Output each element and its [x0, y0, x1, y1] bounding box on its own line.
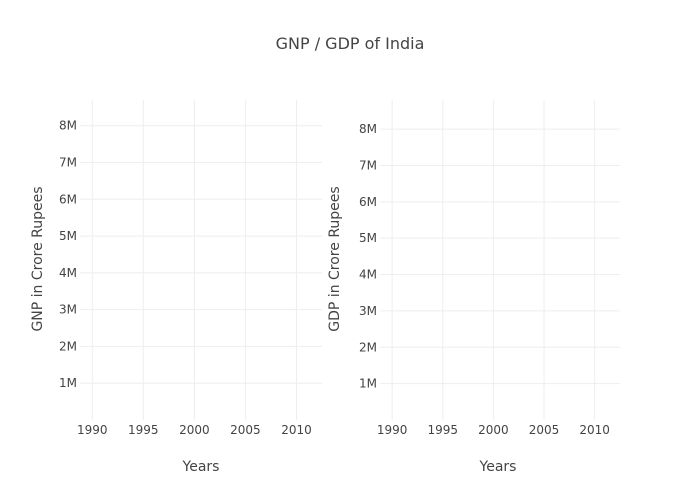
gnp-x-tick-label: 2010 [281, 423, 312, 437]
gnp-x-tick-label: 2005 [230, 423, 261, 437]
gnp-y-tick-label: 6M [59, 192, 77, 206]
chart-title: GNP / GDP of India [276, 34, 425, 53]
gdp-x-axis-title: Years [479, 459, 517, 475]
gdp-y-tick-label: 1M [359, 377, 377, 391]
gnp-x-axis-title: Years [182, 459, 220, 475]
gnp-x-tick-label: 2000 [179, 423, 210, 437]
gdp-x-tick-label: 1995 [428, 423, 459, 437]
gdp-y-tick-label: 4M [359, 268, 377, 282]
gdp-y-tick-label: 8M [359, 122, 377, 136]
gdp-gridlines [380, 100, 620, 420]
gnp-y-tick-label: 4M [59, 266, 77, 280]
gdp-y-tick-label: 7M [359, 158, 377, 172]
gdp-x-tick-label: 1990 [377, 423, 408, 437]
gdp-y-tick-label: 5M [359, 231, 377, 245]
gnp-y-axis-title: GNP in Crore Rupees [30, 186, 46, 331]
gdp-x-tick-label: 2010 [579, 423, 610, 437]
gdp-x-tick-label: 2005 [529, 423, 560, 437]
gnp-y-tick-label: 1M [59, 376, 77, 390]
gdp-subplot: 1990 1995 2000 2005 2010 1M 2M 3M 4M 5M 6M 7M 8M Year… [327, 100, 620, 475]
gdp-y-tick-label: 2M [359, 340, 377, 354]
gnp-y-tick-label: 8M [59, 119, 77, 133]
gnp-subplot: 1990 1995 2000 2005 2010 1M 2M 3M 4M 5M 6M 7M 8M Year… [30, 100, 322, 475]
gdp-y-tick-label: 6M [359, 195, 377, 209]
gnp-y-tick-label: 3M [59, 303, 77, 317]
gnp-x-tick-label: 1990 [77, 423, 108, 437]
gnp-y-tick-label: 5M [59, 229, 77, 243]
gdp-y-axis-title: GDP in Crore Rupees [327, 186, 343, 331]
gdp-y-tick-label: 3M [359, 304, 377, 318]
gnp-gridlines [80, 100, 322, 420]
gnp-x-tick-label: 1995 [128, 423, 159, 437]
gnp-y-tick-label: 2M [59, 339, 77, 353]
gdp-x-tick-label: 2000 [478, 423, 509, 437]
gnp-y-tick-label: 7M [59, 156, 77, 170]
